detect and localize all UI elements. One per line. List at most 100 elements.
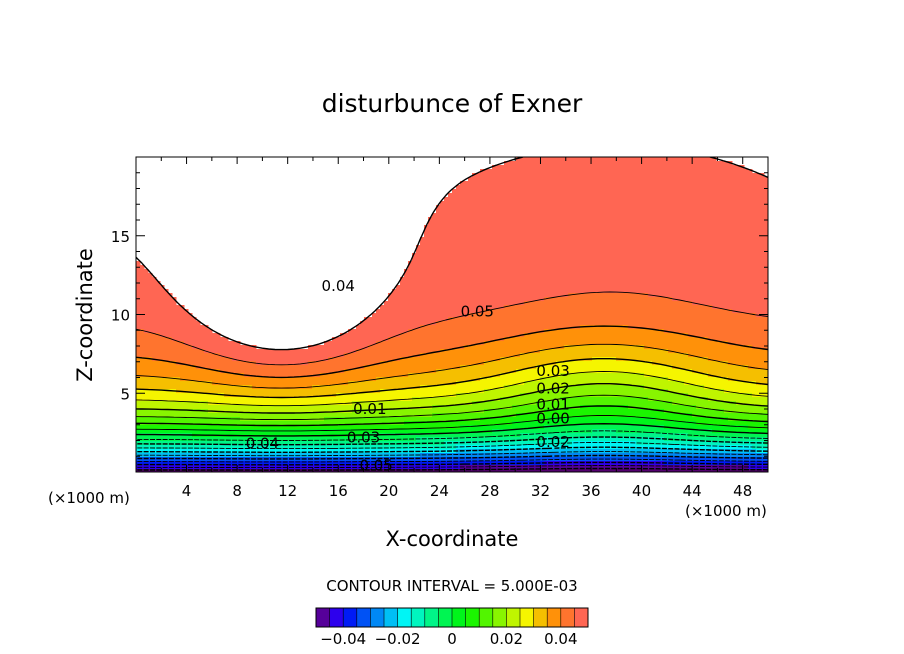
contour-cell: [520, 345, 525, 350]
contour-cell: [476, 445, 481, 450]
contour-cell: [356, 389, 361, 394]
contour-cell: [452, 345, 457, 350]
contour-cell: [488, 241, 493, 246]
contour-cell: [364, 361, 369, 366]
contour-cell: [536, 165, 541, 170]
contour-cell: [532, 369, 537, 374]
contour-cell: [536, 333, 541, 338]
contour-cell: [380, 401, 385, 406]
contour-cell: [532, 449, 537, 454]
contour-cell: [172, 353, 177, 358]
contour-cell: [184, 409, 189, 414]
contour-cell: [280, 421, 285, 426]
contour-cell: [136, 357, 141, 362]
contour-cell: [160, 305, 165, 310]
contour-cell: [396, 389, 401, 394]
contour-cell: [364, 441, 369, 446]
contour-cell: [488, 437, 493, 442]
contour-cell: [528, 433, 533, 438]
contour-cell: [268, 381, 273, 386]
contour-cell: [188, 373, 193, 378]
contour-cell: [156, 281, 161, 286]
contour-cell: [440, 453, 445, 458]
contour-cell: [496, 253, 501, 258]
contour-cell: [540, 245, 545, 250]
contour-cell: [456, 317, 461, 322]
contour-cell: [408, 413, 413, 418]
contour-cell: [444, 221, 449, 226]
contour-cell: [180, 373, 185, 378]
contour-cell: [280, 461, 285, 466]
contour-cell: [140, 409, 145, 414]
contour-cell: [508, 249, 513, 254]
contour-cell: [424, 369, 429, 374]
contour-cell: [488, 237, 493, 242]
contour-cell: [144, 301, 149, 306]
contour-cell: [436, 333, 441, 338]
contour-cell: [184, 461, 189, 466]
contour-cell: [496, 293, 501, 298]
contour-cell: [204, 361, 209, 366]
contour-cell: [356, 393, 361, 398]
contour-cell: [240, 405, 245, 410]
contour-cell: [536, 365, 541, 370]
contour-cell: [244, 445, 249, 450]
contour-cell: [444, 253, 449, 258]
contour-cell: [324, 345, 329, 350]
contour-cell: [376, 393, 381, 398]
contour-cell: [392, 317, 397, 322]
contour-cell: [204, 405, 209, 410]
contour-cell: [172, 329, 177, 334]
contour-cell: [520, 217, 525, 222]
contour-cell: [444, 441, 449, 446]
contour-cell: [404, 345, 409, 350]
contour-cell: [372, 353, 377, 358]
contour-cell: [484, 241, 489, 246]
contour-cell: [344, 421, 349, 426]
contour-cell: [484, 413, 489, 418]
contour-cell: [384, 389, 389, 394]
contour-cell: [248, 449, 253, 454]
contour-cell: [380, 377, 385, 382]
contour-cell: [292, 377, 297, 382]
contour-cell: [408, 433, 413, 438]
contour-cell: [340, 385, 345, 390]
contour-cell: [260, 373, 265, 378]
contour-cell: [532, 185, 537, 190]
contour-cell: [540, 369, 545, 374]
contour-cell: [508, 173, 513, 178]
contour-cell: [388, 357, 393, 362]
contour-cell: [408, 461, 413, 466]
contour-cell: [492, 257, 497, 262]
contour-cell: [172, 333, 177, 338]
contour-cell: [216, 437, 221, 442]
contour-cell: [384, 417, 389, 422]
contour-cell: [408, 369, 413, 374]
contour-cell: [340, 341, 345, 346]
contour-cell: [436, 377, 441, 382]
contour-cell: [528, 253, 533, 258]
contour-cell: [276, 385, 281, 390]
contour-cell: [236, 465, 241, 470]
contour-cell: [164, 337, 169, 342]
contour-cell: [160, 365, 165, 370]
contour-cell: [504, 177, 509, 182]
contour-cell: [540, 221, 545, 226]
contour-cell: [204, 401, 209, 406]
contour-cell: [512, 289, 517, 294]
contour-cell: [304, 365, 309, 370]
contour-cell: [300, 365, 305, 370]
contour-cell: [136, 285, 141, 290]
contour-cell: [440, 253, 445, 258]
contour-cell: [492, 305, 497, 310]
contour-cell: [528, 237, 533, 242]
contour-cell: [140, 425, 145, 430]
contour-cell: [496, 417, 501, 422]
contour-cell: [140, 345, 145, 350]
contour-cell: [188, 345, 193, 350]
contour-cell: [452, 417, 457, 422]
contour-cell: [468, 261, 473, 266]
contour-cell: [508, 225, 513, 230]
contour-cell: [472, 337, 477, 342]
contour-cell: [496, 329, 501, 334]
